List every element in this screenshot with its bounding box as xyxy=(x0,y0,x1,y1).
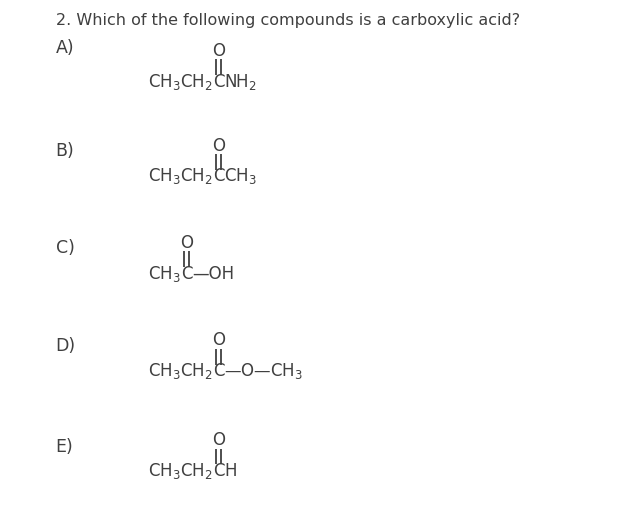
Text: NH$_2$: NH$_2$ xyxy=(225,72,257,92)
Text: CH$_3$CH$_2$: CH$_3$CH$_2$ xyxy=(148,166,213,186)
Text: C: C xyxy=(213,362,225,380)
Text: B): B) xyxy=(56,142,74,160)
Text: O: O xyxy=(212,42,225,60)
Text: CH$_3$CH$_2$: CH$_3$CH$_2$ xyxy=(148,361,213,381)
Text: CH$_3$CH$_2$: CH$_3$CH$_2$ xyxy=(148,461,213,481)
Text: O: O xyxy=(212,331,225,349)
Text: C: C xyxy=(181,265,193,282)
Text: C: C xyxy=(213,462,225,480)
Text: O: O xyxy=(212,431,225,449)
Text: C: C xyxy=(213,167,225,185)
Text: —O—CH$_3$: —O—CH$_3$ xyxy=(225,361,304,381)
Text: —OH: —OH xyxy=(193,265,234,282)
Text: CH$_3$: CH$_3$ xyxy=(225,166,257,186)
Text: CH$_3$CH$_2$: CH$_3$CH$_2$ xyxy=(148,72,213,92)
Text: H: H xyxy=(225,462,237,480)
Text: E): E) xyxy=(56,438,73,456)
Text: C): C) xyxy=(56,239,75,257)
Text: CH$_3$: CH$_3$ xyxy=(148,264,181,284)
Text: 2. Which of the following compounds is a carboxylic acid?: 2. Which of the following compounds is a… xyxy=(56,13,520,28)
Text: O: O xyxy=(212,137,225,155)
Text: C: C xyxy=(213,73,225,90)
Text: D): D) xyxy=(56,337,76,355)
Text: O: O xyxy=(180,234,193,252)
Text: A): A) xyxy=(56,39,74,57)
